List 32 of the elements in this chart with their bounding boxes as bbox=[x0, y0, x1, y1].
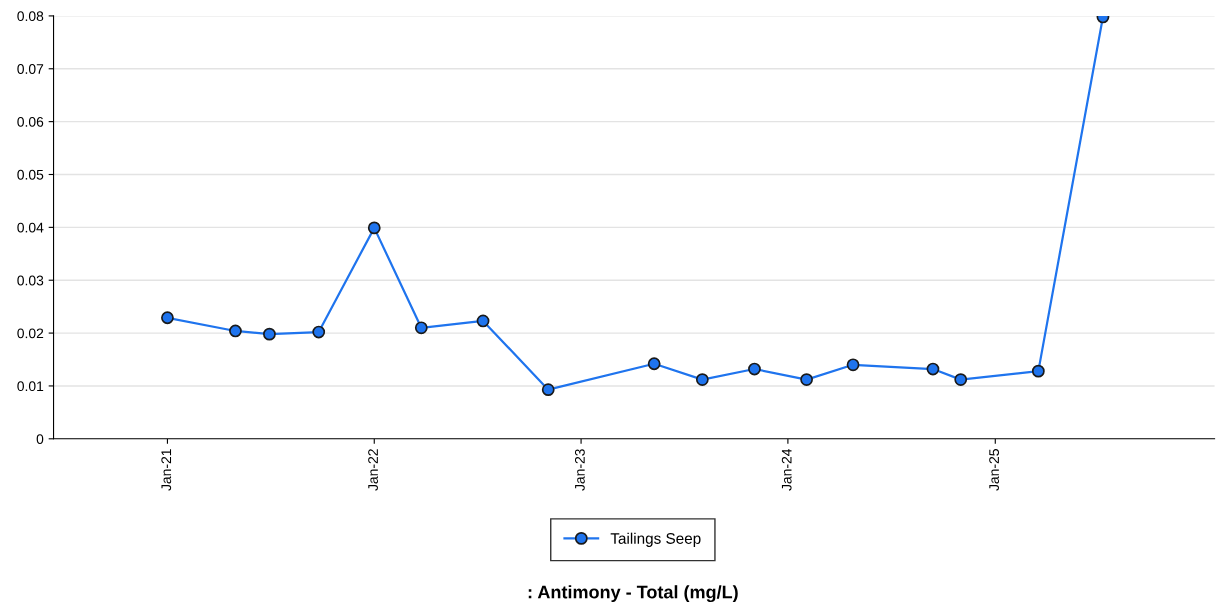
point bbox=[800, 373, 813, 386]
point bbox=[748, 362, 761, 376]
point bbox=[229, 324, 242, 338]
x-tick-label: Jan-25 bbox=[989, 449, 1000, 491]
y-tick-label: 0.03 bbox=[17, 275, 44, 286]
point bbox=[541, 383, 555, 397]
x-tick-label: Jan-21 bbox=[161, 449, 172, 491]
legend-label: Tailings Seep bbox=[610, 532, 701, 547]
point bbox=[647, 357, 661, 371]
y-tick-label: 0.06 bbox=[17, 116, 44, 127]
point bbox=[695, 373, 709, 386]
point bbox=[367, 221, 381, 235]
x-tick-label: Jan-24 bbox=[781, 448, 792, 491]
x-tick-label: Jan-23 bbox=[574, 449, 585, 491]
point bbox=[1031, 364, 1045, 378]
point bbox=[926, 362, 940, 376]
point bbox=[161, 311, 174, 325]
point bbox=[312, 325, 326, 339]
y-tick-label: 0.08 bbox=[17, 11, 44, 22]
y-tick-label: 0.04 bbox=[17, 222, 44, 233]
y-tick-label: 0 bbox=[36, 434, 44, 444]
point bbox=[954, 373, 968, 386]
text: : Antimony - Total (mg/L) bbox=[528, 585, 738, 603]
y-tick-label: 0.01 bbox=[17, 381, 44, 392]
y-tick-label: 0.05 bbox=[17, 169, 44, 180]
y-tick-label: 0.07 bbox=[17, 64, 44, 74]
point bbox=[476, 314, 490, 328]
point bbox=[846, 358, 860, 372]
point bbox=[414, 321, 428, 335]
y-tick-label: 0.02 bbox=[17, 328, 44, 339]
point bbox=[263, 327, 276, 341]
x-tick-label: Jan-22 bbox=[368, 449, 378, 491]
